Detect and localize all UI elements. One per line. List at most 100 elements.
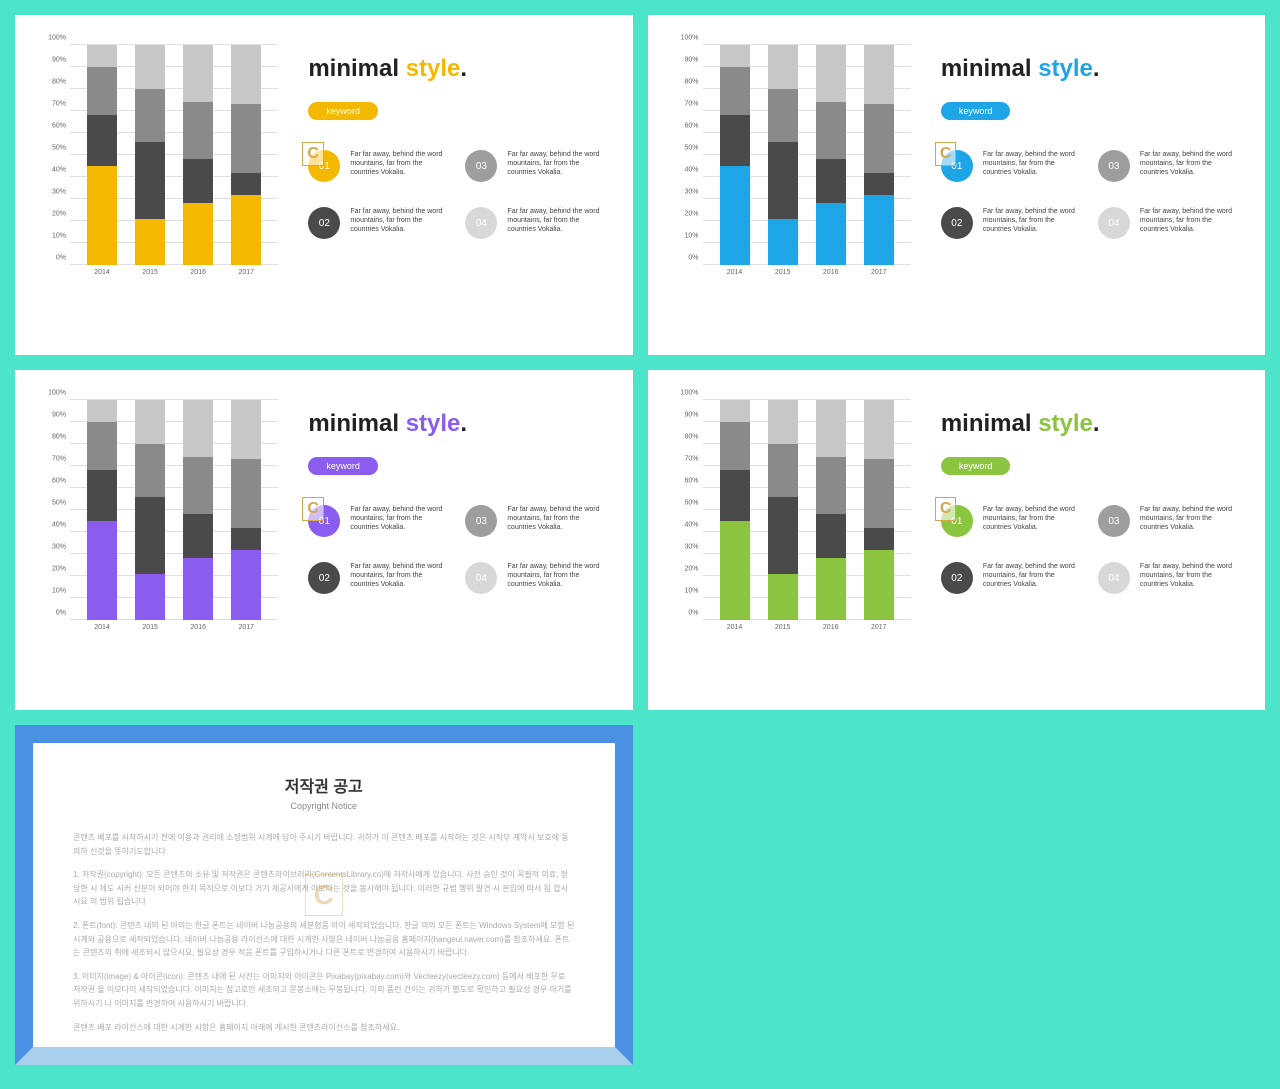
y-tick: 90%	[52, 57, 66, 64]
keyword-pill: keyword	[941, 457, 1011, 475]
y-tick: 0%	[688, 610, 698, 617]
x-label: 2014	[94, 269, 110, 276]
y-tick: 20%	[684, 566, 698, 573]
y-tick: 100%	[681, 390, 699, 397]
y-tick: 40%	[684, 167, 698, 174]
info-item: 04Far far away, behind the word mountain…	[1098, 562, 1240, 594]
info-text: Far far away, behind the word mountains,…	[350, 562, 450, 589]
info-number-circle: 03	[1098, 150, 1130, 182]
info-text: Far far away, behind the word mountains,…	[983, 505, 1083, 532]
y-tick: 0%	[688, 255, 698, 262]
info-text: Far far away, behind the word mountains,…	[507, 150, 607, 177]
slide-yellow: 0%10%20%30%40%50%60%70%80%90%100%2014201…	[15, 15, 633, 355]
info-number-circle: 04	[1098, 207, 1130, 239]
notice-paragraph: 콘텐츠 배포를 시작하시기 전에 이용과 권리에 소정범위 시계에 담아 주시기…	[73, 831, 575, 858]
info-number-circle: 01C	[308, 505, 340, 537]
y-tick: 60%	[52, 478, 66, 485]
y-tick: 30%	[52, 544, 66, 551]
chart-bar	[768, 45, 798, 265]
info-number-circle: 01C	[941, 505, 973, 537]
notice-paragraph: 3. 이미지(image) & 아이콘(icon): 콘텐츠 내에 된 사진는 …	[73, 970, 575, 1011]
x-label: 2015	[142, 624, 158, 631]
chart-bar	[720, 400, 750, 620]
info-item: 03 Far far away, behind the word mountain…	[465, 150, 607, 182]
info-item: 01CFar far away, behind the word mountai…	[308, 150, 450, 182]
notice-body: 콘텐츠 배포를 시작하시기 전에 이용과 권리에 소정범위 시계에 담아 주시기…	[73, 831, 575, 1034]
x-label: 2014	[94, 624, 110, 631]
info-text: Far far away, behind the word mountains,…	[1140, 150, 1240, 177]
info-text: Far far away, behind the word mountains,…	[507, 505, 607, 532]
slide-green: 0%10%20%30%40%50%60%70%80%90%100%2014201…	[648, 370, 1266, 710]
y-tick: 50%	[684, 145, 698, 152]
y-tick: 50%	[52, 145, 66, 152]
x-label: 2017	[238, 269, 254, 276]
info-item: 02Far far away, behind the word mountain…	[941, 562, 1083, 594]
info-text: Far far away, behind the word mountains,…	[507, 207, 607, 234]
y-tick: 100%	[48, 35, 66, 42]
notice-title: 저작권 공고	[73, 773, 575, 797]
info-number-circle: 03	[465, 150, 497, 182]
info-item: 02 Far far away, behind the word mountain…	[308, 562, 450, 594]
y-tick: 100%	[48, 390, 66, 397]
x-label: 2015	[775, 624, 791, 631]
info-text: Far far away, behind the word mountains,…	[350, 505, 450, 532]
chart-bar	[816, 400, 846, 620]
chart-bar	[183, 45, 213, 265]
y-tick: 90%	[684, 57, 698, 64]
y-tick: 70%	[52, 101, 66, 108]
info-text: Far far away, behind the word mountains,…	[983, 150, 1083, 177]
info-number-circle: 02	[941, 562, 973, 594]
info-item: 04 Far far away, behind the word mountain…	[1098, 207, 1240, 239]
x-label: 2016	[823, 269, 839, 276]
info-item: 01C Far far away, behind the word mountai…	[308, 505, 450, 537]
info-number-circle: 01C	[308, 150, 340, 182]
x-label: 2017	[871, 624, 887, 631]
y-tick: 50%	[684, 500, 698, 507]
chart-bar	[135, 45, 165, 265]
y-tick: 0%	[56, 255, 66, 262]
info-number-circle: 04	[465, 207, 497, 239]
notice-paragraph: 콘텐츠 배포 라이선스에 대한 시계한 시항은 홈페이지 아래에 게시한 콘텐츠…	[73, 1021, 575, 1035]
chart-bar	[231, 45, 261, 265]
y-tick: 20%	[684, 211, 698, 218]
y-tick: 10%	[52, 588, 66, 595]
y-tick: 80%	[52, 79, 66, 86]
x-label: 2016	[190, 624, 206, 631]
info-text: Far far away, behind the word mountains,…	[1140, 207, 1240, 234]
notice-paragraph: 2. 폰트(font): 콘텐츠 내의 된 아의는 한글 폰트는 네이버 나눔공…	[73, 919, 575, 960]
y-tick: 40%	[52, 522, 66, 529]
y-tick: 90%	[52, 412, 66, 419]
notice-subtitle: Copyright Notice	[73, 801, 575, 811]
info-item: 01C Far far away, behind the word mountai…	[941, 150, 1083, 182]
info-item: 02Far far away, behind the word mountain…	[308, 207, 450, 239]
info-number-circle: 03	[465, 505, 497, 537]
y-tick: 60%	[684, 123, 698, 130]
slides-grid: 0% 10% 20% 30% 40% 50% 60% 70% 80% 90% 100% 2014 201…	[15, 15, 1265, 1065]
y-tick: 80%	[684, 79, 698, 86]
logo-watermark-icon: C	[302, 497, 324, 521]
x-label: 2015	[775, 269, 791, 276]
watermark-logo: C	[305, 874, 343, 916]
keyword-pill: keyword	[308, 457, 378, 475]
y-tick: 60%	[684, 478, 698, 485]
slide-title: minimal style.	[941, 55, 1240, 83]
logo-watermark-icon: C	[302, 142, 324, 166]
info-number-circle: 01C	[941, 150, 973, 182]
keyword-pill: keyword	[941, 102, 1011, 120]
chart-bar	[720, 45, 750, 265]
y-tick: 10%	[684, 233, 698, 240]
logo-watermark-icon: C	[935, 142, 957, 166]
info-number-circle: 03	[1098, 505, 1130, 537]
info-item: 03 Far far away, behind the word mountain…	[465, 505, 607, 537]
slide-purple: 0%10%20%30%40%50%60%70%80%90%100%2014201…	[15, 370, 633, 710]
chart-bar	[768, 400, 798, 620]
slide-title: minimal style.	[308, 410, 607, 438]
y-tick: 60%	[52, 123, 66, 130]
info-number-circle: 02	[308, 207, 340, 239]
chart-bar	[183, 400, 213, 620]
chart-bar	[864, 400, 894, 620]
info-number-circle: 02	[308, 562, 340, 594]
y-tick: 100%	[681, 35, 699, 42]
y-tick: 30%	[684, 544, 698, 551]
info-number-circle: 04	[465, 562, 497, 594]
